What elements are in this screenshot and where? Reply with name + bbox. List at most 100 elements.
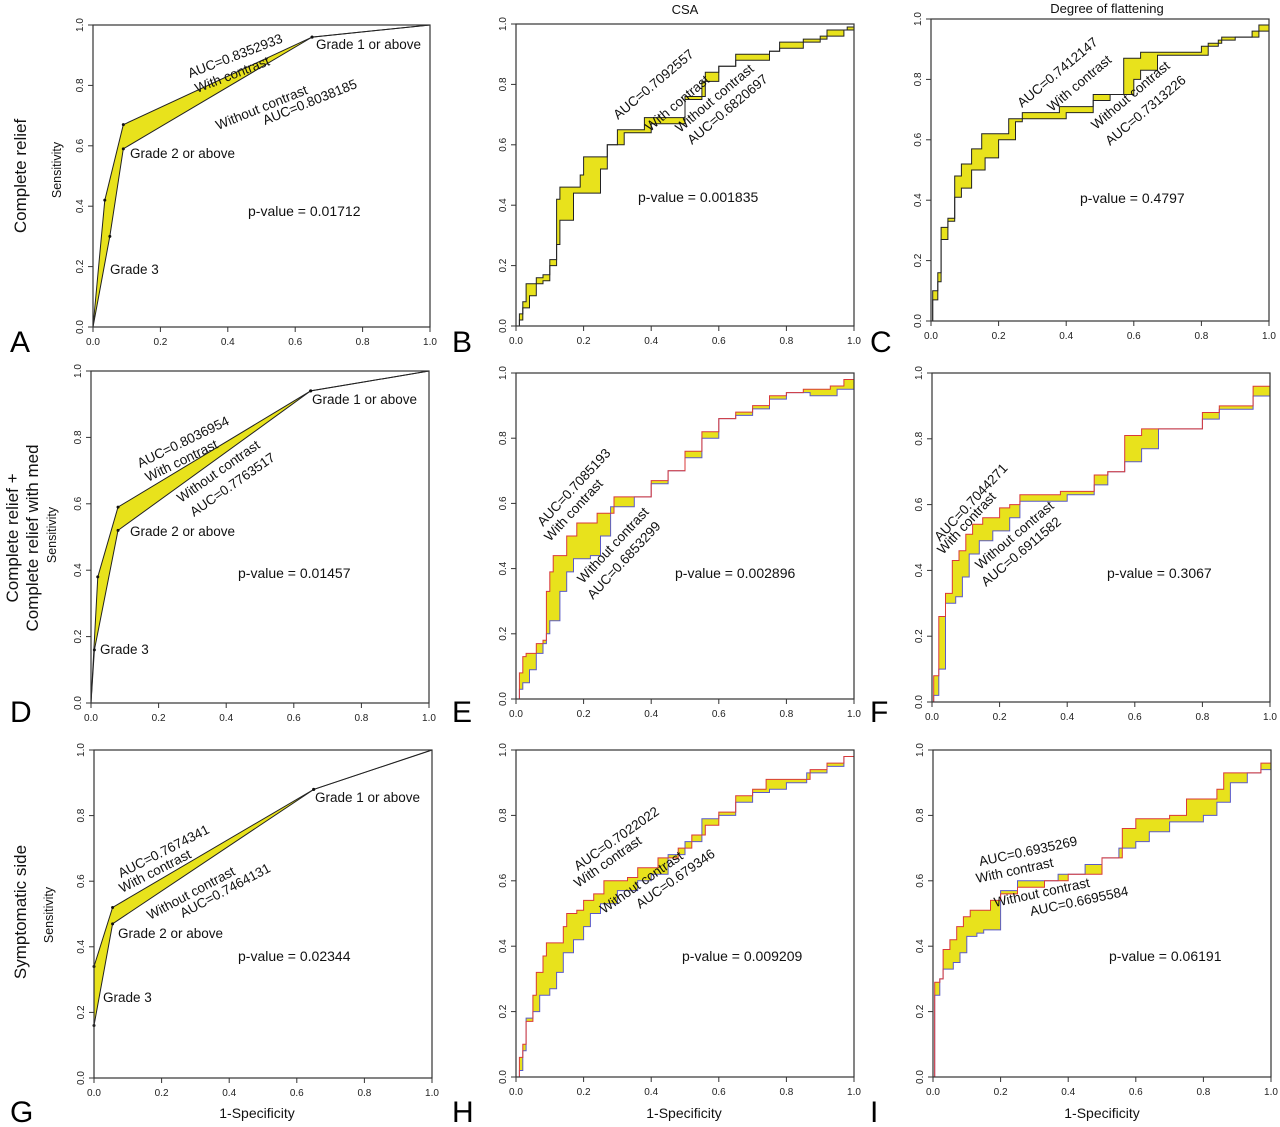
annotation-grade1: Grade 1 or above — [315, 790, 420, 805]
panel-letter: F — [870, 696, 888, 729]
annotation-p-value: p-value = 0.009209 — [682, 948, 802, 964]
y-tick-label: 0.6 — [498, 496, 509, 510]
panel-letter: B — [452, 326, 472, 359]
plot-frame — [515, 749, 855, 1078]
row-label-symptomatic-side: Symptomatic side — [11, 845, 30, 979]
annotation-grade2: Grade 2 or above — [118, 926, 223, 941]
panel-letter: E — [452, 696, 472, 729]
y-tick-label: 0.4 — [913, 193, 924, 207]
y-tick-label: 1.0 — [498, 743, 509, 757]
x-tick-label: 0.0 — [509, 1087, 523, 1098]
x-tick-label: 1.0 — [425, 1088, 439, 1099]
panel-f: F 0.0 0.2 0.4 0.6 0.8 1.0 0.0 0.2 0.4 0.6 0.8 1.0 AUC… — [870, 366, 1277, 729]
x-tick-label: 1.0 — [423, 337, 437, 348]
y-tick-label: 0.4 — [75, 199, 86, 213]
roc-line-with-contrast — [933, 750, 1272, 1078]
y-tick-label: 1.0 — [73, 364, 84, 378]
y-tick-label: 0.4 — [914, 563, 925, 577]
y-tick-label: 0.8 — [498, 77, 509, 91]
x-tick-label: 0.0 — [924, 331, 938, 342]
plot-frame — [930, 18, 1270, 322]
row-label-complete-relief-plus: Complete relief + — [3, 473, 22, 602]
x-tick-label: 0.8 — [1195, 712, 1209, 723]
plot-frame — [93, 749, 433, 1079]
x-tick-label: 0.2 — [994, 1087, 1008, 1098]
y-tick-label: 0.4 — [73, 563, 84, 577]
plot-frame — [515, 372, 855, 700]
y-tick-label: 0.6 — [498, 873, 509, 887]
y-tick-label: 0.0 — [914, 695, 925, 709]
y-tick-label: 0.8 — [498, 431, 509, 445]
x-tick-label: 0.0 — [86, 337, 100, 348]
y-tick-label: 0.6 — [915, 873, 926, 887]
y-axis-label-a: Sensitivity — [50, 141, 64, 198]
y-tick-label: 0.0 — [913, 314, 924, 328]
x-tick-label: 0.0 — [87, 1088, 101, 1099]
y-tick-label: 0.8 — [76, 808, 87, 822]
roc-point — [103, 198, 107, 202]
panel-c: C 0.0 0.2 0.4 0.6 0.8 1.00.00.20.40.60.81.0AUC… — [870, 12, 1276, 359]
y-tick-label: 0.8 — [913, 72, 924, 86]
x-tick-label: 0.8 — [779, 336, 793, 347]
y-tick-label: 0.8 — [75, 78, 86, 92]
x-tick-label: 0.2 — [577, 336, 591, 347]
y-tick-label: 0.0 — [75, 320, 86, 334]
y-tick-label: 1.0 — [913, 12, 924, 26]
roc-point — [108, 234, 112, 238]
x-tick-label: 1.0 — [1264, 1087, 1278, 1098]
panel-b: B 0.0 0.2 0.4 0.6 0.8 1.0 0.0 0.2 0.4 0.6 0.8 1.0 AUC… — [452, 17, 861, 359]
y-tick-label: 0.2 — [498, 1004, 509, 1018]
roc-line-with-contrast — [932, 373, 1271, 703]
y-tick-label: 0.6 — [76, 874, 87, 888]
annotation-p-value: p-value = 0.06191 — [1109, 948, 1222, 964]
plot-frame — [515, 23, 855, 327]
x-tick-label: 0.6 — [712, 709, 726, 720]
panel-letter: D — [10, 696, 32, 729]
y-tick-label: 0.8 — [914, 431, 925, 445]
y-tick-label: 0.0 — [498, 692, 509, 706]
x-tick-label: 1.0 — [1263, 712, 1277, 723]
plot-frame — [931, 372, 1271, 703]
roc-line-with-contrast — [516, 373, 855, 700]
roc-point — [92, 648, 96, 652]
auc-difference-area — [516, 373, 854, 699]
annotation-p-value: p-value = 0.3067 — [1107, 565, 1212, 581]
x-tick-label: 0.0 — [84, 713, 98, 724]
y-tick-label: 0.8 — [915, 808, 926, 822]
annotation-grade2: Grade 2 or above — [130, 524, 235, 539]
roc-line-with-contrast — [516, 750, 855, 1078]
x-tick-label: 1.0 — [847, 709, 861, 720]
y-tick-label: 0.8 — [73, 430, 84, 444]
roc-point — [116, 528, 120, 532]
y-tick-label: 0.2 — [75, 259, 86, 273]
roc-point — [111, 905, 115, 909]
plot-frame — [932, 749, 1272, 1078]
y-tick-label: 0.4 — [76, 939, 87, 953]
x-tick-label: 0.8 — [779, 1087, 793, 1098]
y-tick-label: 1.0 — [498, 17, 509, 31]
x-tick-label: 0.0 — [509, 336, 523, 347]
panel-g: G0.0 0.2 0.4 0.6 0.8 1.00.00.20.40.60.81.0AUC… — [10, 743, 439, 1127]
roc-point — [310, 35, 314, 39]
x-tick-label: 0.8 — [779, 709, 793, 720]
x-tick-label: 0.6 — [712, 1087, 726, 1098]
auc-difference-area — [516, 24, 854, 326]
x-axis-label-h: 1-Specificity — [646, 1105, 721, 1121]
y-tick-label: 0.2 — [76, 1005, 87, 1019]
x-tick-label: 0.6 — [288, 337, 302, 348]
y-tick-label: 1.0 — [75, 18, 86, 32]
auc-difference-area — [93, 25, 430, 327]
x-tick-label: 0.2 — [577, 709, 591, 720]
panel-letter: I — [870, 1096, 878, 1127]
annotation-p-value: p-value = 0.01457 — [238, 565, 351, 581]
annotation-p-value: p-value = 0.02344 — [238, 948, 351, 964]
y-tick-label: 0.2 — [498, 626, 509, 640]
roc-point — [121, 147, 125, 151]
y-tick-label: 0.8 — [498, 808, 509, 822]
y-tick-label: 1.0 — [915, 743, 926, 757]
row-label-complete-relief-with-med: Complete relief with med — [23, 444, 42, 631]
roc-line-with-contrast — [516, 24, 855, 327]
x-tick-label: 0.8 — [357, 1088, 371, 1099]
x-tick-label: 0.6 — [712, 336, 726, 347]
plot-frame — [90, 370, 430, 704]
